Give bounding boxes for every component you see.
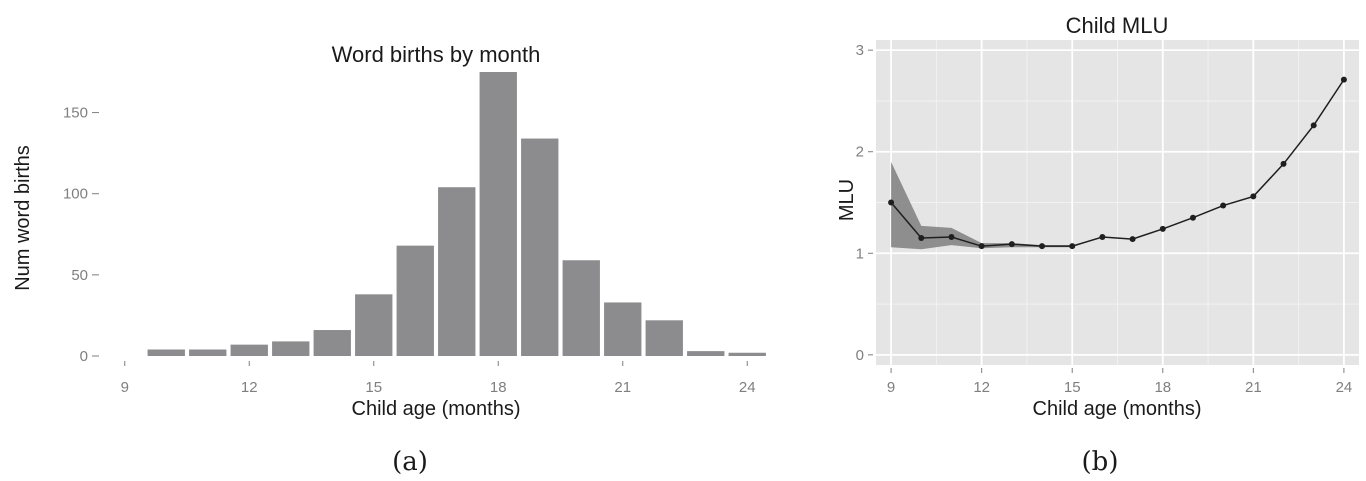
bar-23	[687, 351, 725, 356]
mlu-point-19	[1189, 214, 1196, 221]
bar-19	[521, 138, 559, 356]
bar-14	[313, 330, 351, 356]
line-chart-x-axis: 9 12 15 18 21 24	[887, 368, 1352, 396]
bar-x-tick-label-21: 21	[614, 379, 631, 396]
mlu-series-line	[890, 79, 1345, 247]
bar-10	[147, 349, 185, 356]
bar-x-tick-label-12: 12	[241, 379, 258, 396]
bar-chart-bars	[147, 72, 766, 356]
bar-chart-title: Word births by month	[332, 42, 541, 67]
bar-chart-caption: (a)	[392, 447, 428, 477]
mlu-point-15	[1069, 243, 1076, 250]
bar-12	[230, 344, 268, 356]
line-chart-x-label: Child age (months)	[1033, 398, 1202, 420]
bar-x-tick-label-24: 24	[739, 379, 756, 396]
mlu-point-9	[888, 199, 895, 206]
line-y-tick-label-2: 2	[856, 144, 864, 161]
bar-16	[396, 245, 434, 356]
bar-18	[479, 72, 517, 356]
line-y-tick-label-0: 0	[856, 347, 864, 364]
mlu-point-17	[1129, 236, 1136, 243]
bar-y-tick-label-0: 0	[80, 348, 88, 365]
line-x-tick-label-18: 18	[1154, 379, 1171, 396]
mlu-point-18	[1159, 225, 1166, 232]
bar-chart-x-axis: 9 12 15 18 21 24	[121, 361, 756, 396]
mlu-point-11	[948, 234, 955, 241]
mlu-point-14	[1039, 243, 1046, 250]
bar-24	[728, 352, 766, 356]
mlu-point-13	[1008, 241, 1015, 248]
line-x-tick-label-9: 9	[887, 379, 895, 396]
bar-13	[272, 341, 310, 356]
line-x-tick-label-12: 12	[973, 379, 990, 396]
mlu-point-12	[978, 243, 985, 250]
word-births-bar-chart: Word births by month 0 50 100 150 9 12 15 18 21…	[12, 42, 766, 477]
line-chart-caption: (b)	[1082, 447, 1119, 477]
bar-chart-y-axis: 0 50 100 150	[63, 105, 99, 365]
line-chart-y-label: MLU	[836, 179, 858, 221]
mlu-series-points	[888, 76, 1347, 250]
line-chart-grid	[876, 40, 1359, 365]
line-x-tick-label-24: 24	[1336, 379, 1353, 396]
line-y-tick-label-1: 1	[856, 245, 864, 262]
mlu-confidence-band	[891, 79, 1344, 250]
bar-22	[645, 320, 683, 356]
bar-15	[355, 294, 393, 356]
mlu-point-22	[1280, 160, 1287, 167]
mlu-point-24	[1340, 76, 1347, 83]
line-y-tick-label-3: 3	[856, 42, 864, 59]
bar-x-tick-label-15: 15	[365, 379, 382, 396]
mlu-point-20	[1220, 202, 1227, 209]
bar-21	[604, 302, 642, 356]
mlu-point-21	[1250, 193, 1257, 200]
mlu-point-23	[1310, 122, 1317, 129]
bar-17	[438, 187, 476, 356]
bar-11	[189, 349, 227, 356]
line-chart-title: Child MLU	[1066, 13, 1169, 38]
bar-y-tick-label-150: 150	[63, 105, 88, 122]
bar-x-tick-label-9: 9	[121, 379, 129, 396]
bar-chart-x-label: Child age (months)	[352, 398, 521, 420]
bar-y-tick-label-100: 100	[63, 186, 88, 203]
line-x-tick-label-21: 21	[1245, 379, 1262, 396]
mlu-point-16	[1099, 234, 1106, 241]
bar-y-tick-label-50: 50	[71, 267, 88, 284]
line-chart-y-axis: 0 1 2 3	[856, 42, 873, 364]
mlu-point-10	[918, 235, 925, 242]
bar-chart-y-label: Num word births	[12, 145, 34, 291]
bar-x-tick-label-18: 18	[490, 379, 507, 396]
line-x-tick-label-15: 15	[1064, 379, 1081, 396]
bar-20	[562, 260, 600, 356]
